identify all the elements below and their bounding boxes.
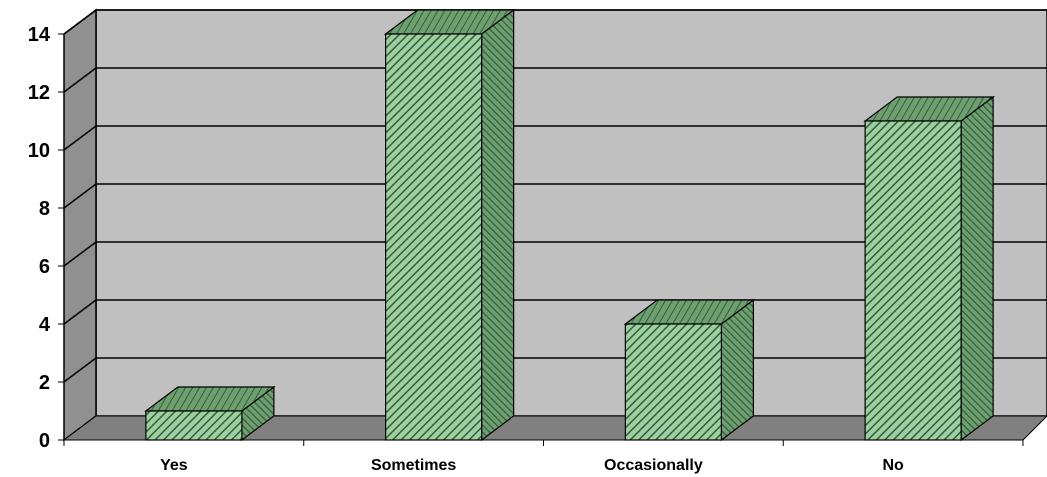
- y-tick-label: 2: [39, 372, 50, 394]
- gridline-side: [63, 125, 97, 151]
- bars: [144, 8, 995, 442]
- x-tick-label: Yes: [160, 457, 188, 474]
- gridline-side: [63, 357, 97, 383]
- side-wall: [63, 8, 97, 442]
- bar: [624, 323, 722, 441]
- bar-side: [481, 8, 515, 442]
- axis-labels: 0 2 4 6 8 10 12 14 Yes Sometimes Occasionally No: [28, 24, 904, 474]
- bar: [385, 33, 483, 441]
- gridline-side: [63, 9, 97, 35]
- bar-sometimes: [383, 8, 516, 442]
- bar-no: [863, 95, 995, 442]
- y-tick-label: 0: [39, 430, 50, 452]
- y-tick-label: 14: [28, 24, 51, 46]
- y-tick-label: 8: [39, 198, 50, 220]
- y-tick-label: 4: [39, 314, 51, 336]
- gridline-side: [63, 299, 97, 325]
- gridline-side: [63, 241, 97, 267]
- x-tick-label: No: [882, 457, 904, 474]
- bar: [864, 120, 962, 441]
- y-tick-label: 10: [28, 140, 50, 162]
- gridline-side: [63, 183, 97, 209]
- bar-occasionally: [623, 298, 756, 442]
- y-tick-label: 6: [39, 256, 50, 278]
- x-tick-label: Sometimes: [371, 457, 456, 474]
- bar: [145, 410, 243, 441]
- chart-walls: [62, 8, 1047, 442]
- bar-yes: [144, 385, 276, 442]
- x-tick-label: Occasionally: [604, 457, 703, 474]
- bar-side: [960, 95, 994, 442]
- gridline-side: [63, 67, 97, 93]
- y-tick-label: 12: [28, 82, 50, 104]
